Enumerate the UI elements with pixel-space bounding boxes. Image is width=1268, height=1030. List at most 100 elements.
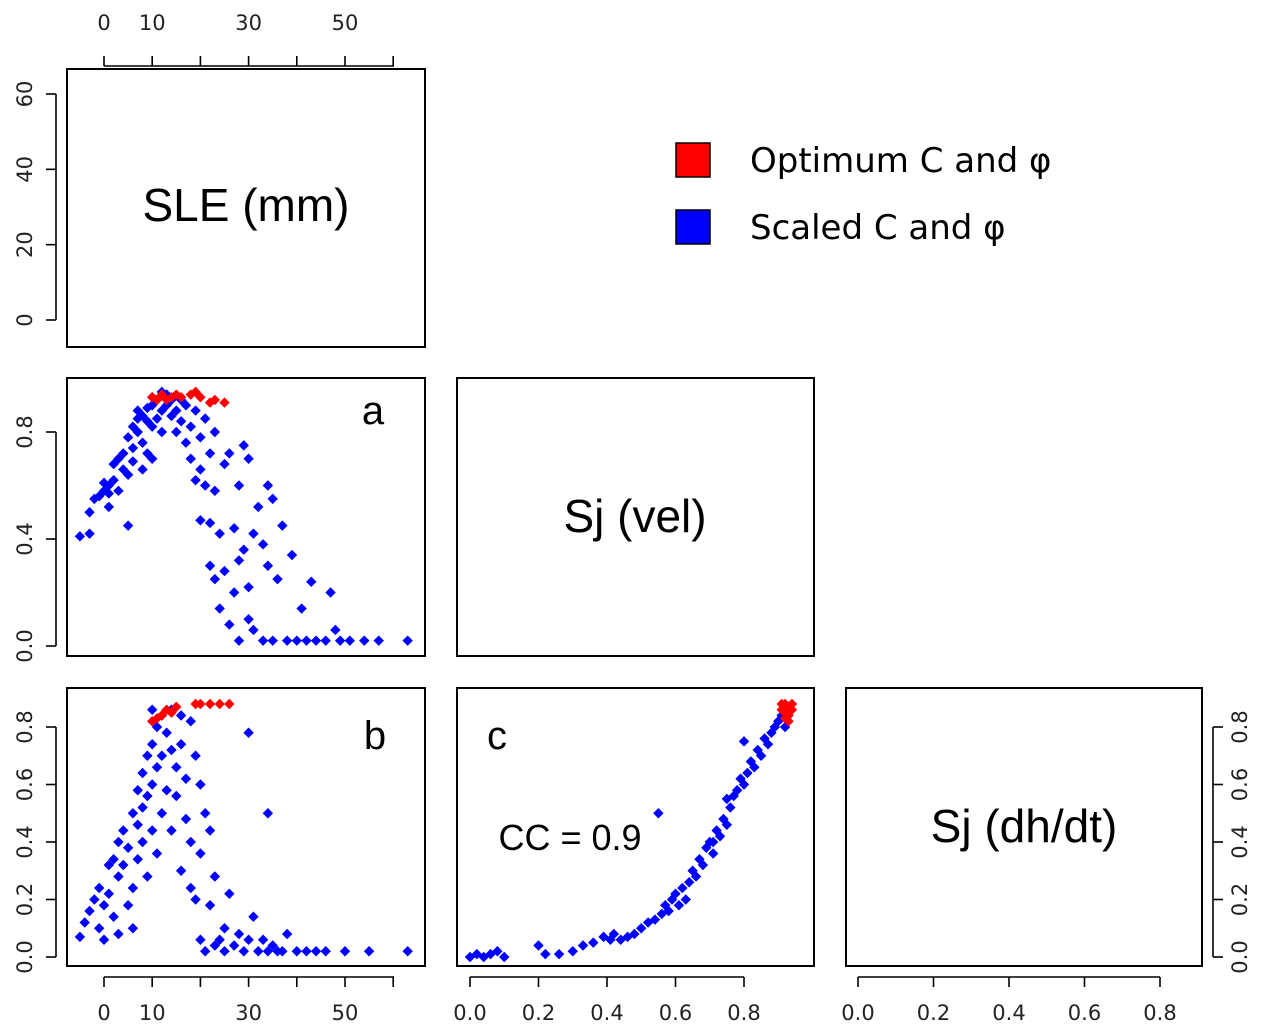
sle-y-tick-label: 40	[13, 156, 37, 183]
panel-a-scaled-point	[175, 416, 187, 427]
panel-a-scaled-point	[127, 456, 139, 467]
panel-b-scaled-point	[277, 946, 288, 957]
panel-a-scaled-point	[209, 573, 221, 585]
panel-a-scaled-point	[334, 635, 346, 646]
panel-a-scaled-point	[137, 437, 148, 448]
panel-a-scaled-point	[325, 587, 336, 598]
panel-b-scaled-point	[175, 710, 187, 721]
panel-a-scaled-point	[277, 520, 288, 531]
panel-b-scaled-point	[147, 825, 158, 836]
panel-b-scaled-point	[137, 836, 148, 848]
diag-label-sj-dhdt: Sj (dh/dt)	[931, 800, 1118, 852]
panel-a-scaled-point	[195, 464, 206, 475]
panel-a-scaled-point	[171, 426, 182, 438]
panel-b-scaled-point	[156, 750, 168, 761]
panel-b-scaled-point	[151, 848, 163, 859]
panel-a-scaled-point	[330, 624, 341, 636]
panel-a-scaled-point	[344, 635, 356, 646]
sle-bottom-x-tick-label: 0	[97, 1001, 110, 1025]
panel-a-scaled-point	[195, 515, 206, 526]
panel-a-scaled-point	[147, 421, 158, 432]
dh-y-tick-label-right: 0.0	[1228, 940, 1252, 973]
panel-letter-c: c	[487, 714, 507, 758]
panel-a-scaled-point	[233, 555, 245, 566]
panel-a-scaled-point	[137, 464, 148, 475]
panel-b-scaled-point	[224, 888, 235, 899]
panel-b-scaled-point	[166, 744, 177, 756]
vel-y-tick-label: 0.8	[13, 415, 37, 448]
panel-a-scaled-point	[248, 624, 259, 636]
dh-y-tick-label-left: 0.4	[13, 825, 37, 858]
panel-a-scaled-point	[209, 485, 221, 497]
panel-b-scaled-point	[219, 946, 230, 957]
panel-c-scaled-point	[533, 940, 544, 951]
panel-b-scaled-point	[151, 721, 163, 733]
panel-a-scaled-point	[402, 635, 413, 646]
panel-b-scaled-point	[204, 825, 216, 836]
panel-c-scaled-point	[670, 888, 681, 899]
dh-bottom-x-tick-label: 0.4	[992, 1001, 1025, 1025]
panel-c-scaled-point	[762, 739, 774, 750]
panel-b-scaled-point	[200, 946, 211, 957]
panel-b-scaled-point	[209, 871, 221, 882]
panel-a-scaled-point	[359, 635, 370, 646]
panel-c-scaled-point	[690, 871, 702, 882]
panel-a-scaled-point	[233, 480, 245, 491]
panel-c-scaled-point	[738, 736, 750, 747]
panel-a-scaled-point	[132, 426, 143, 438]
panel-a-scaled-point	[272, 573, 283, 585]
panel-a-scaled-point	[257, 635, 269, 646]
panel-a-scaled-point	[243, 453, 254, 464]
dh-y-tick-label-right: 0.6	[1228, 768, 1252, 801]
panel-a-scaled-point	[224, 448, 235, 459]
legend: Optimum C and φ Scaled C and φ	[675, 141, 1051, 248]
sle-bottom-x-tick-label: 50	[332, 1001, 359, 1025]
dh-y-tick-label-left: 0.8	[13, 710, 37, 743]
panel-a-scaled-point	[296, 603, 307, 614]
panel-c-optimum-point	[783, 716, 794, 727]
panel-a-scaled-point	[147, 453, 158, 464]
panel-b-scaled-point	[180, 813, 192, 825]
panel-a-scaled-point	[262, 480, 274, 491]
panel-a-scaled-point	[228, 587, 240, 598]
panel-b-scaled-point	[228, 940, 240, 951]
panel-a-scaled-point	[373, 635, 384, 646]
panel-a-scaled-point	[219, 565, 230, 577]
panel-c-scaled-point	[731, 785, 743, 796]
panel-a-scaled-point	[156, 405, 168, 416]
panel-b-scaled-point	[195, 848, 206, 859]
dh-y-tick-label-right: 0.2	[1228, 883, 1252, 916]
top-x-tick-label: 30	[235, 11, 262, 35]
panel-c-scaled-point	[567, 946, 578, 957]
panel-b-scaled-point	[209, 940, 221, 951]
panel-b-scaled-point	[200, 808, 211, 819]
panel-b-scaled-point	[113, 836, 124, 848]
correlation-annotation: CC = 0.9	[498, 817, 641, 858]
panel-a-scaled-point	[204, 560, 216, 571]
panel-b-optimum-point	[214, 698, 225, 710]
vel-y-tick-label: 0.0	[13, 629, 37, 662]
panel-b-scaled-point	[161, 785, 172, 796]
panel-c-scaled-point	[663, 905, 674, 917]
panel-b-scaled-point	[113, 928, 124, 940]
panel-b-scaled-point	[301, 946, 312, 957]
panel-b-scaled-point	[142, 790, 153, 802]
panel-b-scaled-point	[233, 928, 245, 940]
panel-b-scaled-point	[98, 900, 110, 911]
panel-letter-a: a	[362, 389, 385, 433]
panel-b-scaled-point	[142, 750, 153, 761]
panel-c-scaled-point	[684, 877, 695, 888]
panel-a-scaled-point	[118, 448, 129, 459]
top-x-tick-label: 10	[139, 11, 166, 35]
panel-sjdhdt-box	[845, 687, 1203, 967]
panel-c-scaled-point	[742, 767, 753, 779]
panel-a-scaled-point	[122, 469, 134, 480]
panel-b-scaled-point	[98, 934, 110, 945]
panel-b-scaled-point	[151, 762, 163, 773]
panel-b-scaled-point	[156, 808, 168, 819]
panel-a-scaled-point	[228, 523, 240, 534]
panel-b-scaled-point	[132, 785, 143, 796]
sle-bottom-x-tick-label: 10	[139, 1001, 166, 1025]
panel-a-scaled-point	[248, 528, 259, 539]
panel-a-scaled-point	[243, 614, 254, 625]
